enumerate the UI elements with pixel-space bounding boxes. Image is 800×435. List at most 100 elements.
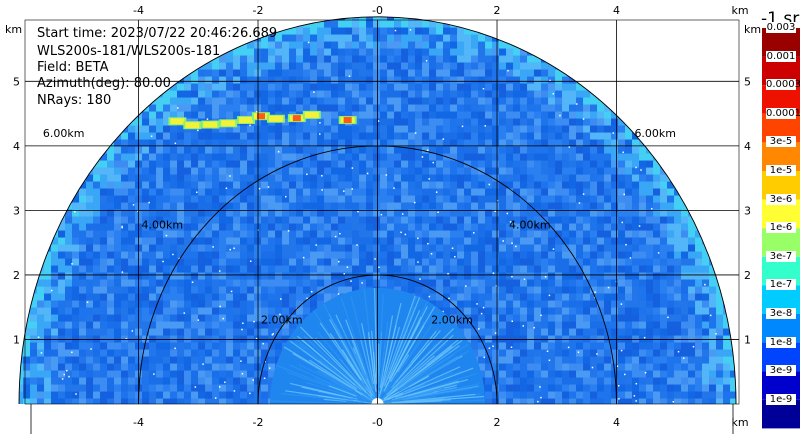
field-cell — [261, 62, 269, 70]
field-cell — [163, 223, 171, 231]
field-cell — [184, 328, 192, 336]
field-cell — [695, 76, 703, 84]
field-cell — [72, 237, 80, 245]
field-cell — [485, 153, 493, 161]
field-cell — [674, 279, 682, 287]
field-cell — [471, 160, 479, 168]
field-cell — [492, 181, 500, 189]
field-cell — [156, 279, 164, 287]
field-cell — [716, 27, 724, 35]
field-cell — [513, 237, 521, 245]
field-cell — [247, 153, 255, 161]
field-cell — [296, 181, 304, 189]
field-cell — [478, 258, 486, 266]
field-cell — [457, 48, 465, 56]
field-cell — [513, 314, 521, 322]
field-cell — [352, 111, 360, 119]
field-cell — [198, 342, 206, 350]
field-cell — [422, 20, 430, 28]
field-cell — [268, 97, 276, 105]
field-cell — [429, 48, 437, 56]
field-cell — [394, 223, 402, 231]
field-cell — [65, 328, 73, 336]
field-cell — [653, 321, 661, 329]
field-cell — [604, 251, 612, 259]
field-cell — [506, 202, 514, 210]
field-cell — [401, 55, 409, 63]
field-cell — [653, 244, 661, 252]
field-cell — [345, 34, 353, 42]
field-cell — [156, 258, 164, 266]
field-cell — [471, 279, 479, 287]
field-cell — [289, 314, 297, 322]
field-cell — [471, 41, 479, 49]
field-cell — [730, 83, 737, 91]
field-cell — [625, 342, 633, 350]
field-cell — [443, 41, 451, 49]
field-cell — [583, 41, 591, 49]
field-cell — [44, 167, 52, 175]
field-cell — [646, 216, 654, 224]
field-cell — [226, 265, 234, 273]
field-cell — [303, 27, 311, 35]
field-cell — [730, 342, 737, 350]
field-cell — [401, 76, 409, 84]
field-cell — [604, 76, 612, 84]
field-cell — [464, 307, 472, 315]
field-cell — [646, 55, 654, 63]
field-cell — [660, 97, 668, 105]
field-cell — [611, 293, 619, 301]
field-cell — [408, 265, 416, 273]
field-cell — [604, 34, 612, 42]
field-cell — [590, 272, 598, 280]
field-cell — [492, 167, 500, 175]
field-cell — [156, 181, 164, 189]
field-cell — [555, 83, 563, 91]
field-cell — [86, 188, 94, 196]
field-cell — [660, 307, 668, 315]
field-cell — [548, 153, 556, 161]
field-cell — [422, 146, 430, 154]
field-cell — [352, 55, 360, 63]
field-cell — [443, 209, 451, 217]
field-cell — [23, 181, 31, 189]
field-cell — [716, 314, 724, 322]
field-cell — [338, 216, 346, 224]
field-cell — [436, 181, 444, 189]
field-cell — [583, 265, 591, 273]
field-cell — [394, 55, 402, 63]
field-cell — [464, 216, 472, 224]
field-cell — [688, 272, 696, 280]
field-cell — [695, 258, 703, 266]
field-cell — [548, 328, 556, 336]
field-cell — [730, 55, 737, 63]
field-cell — [590, 195, 598, 203]
field-cell — [730, 167, 737, 175]
field-cell — [79, 202, 87, 210]
field-cell — [653, 20, 661, 28]
field-cell — [632, 188, 640, 196]
field-cell — [723, 307, 731, 315]
field-cell — [93, 132, 101, 140]
field-cell — [625, 69, 633, 77]
field-cell — [667, 62, 675, 70]
field-cell — [709, 279, 717, 287]
field-cell — [233, 342, 241, 350]
field-cell — [184, 244, 192, 252]
field-cell — [233, 139, 241, 147]
field-cell — [212, 125, 220, 133]
field-cell — [401, 216, 409, 224]
field-cell — [590, 83, 598, 91]
field-cell — [149, 132, 157, 140]
field-cell — [653, 272, 661, 280]
field-cell — [660, 27, 668, 35]
field-cell — [128, 181, 136, 189]
field-cell — [114, 188, 122, 196]
field-cell — [422, 265, 430, 273]
field-cell — [212, 244, 220, 252]
field-cell — [471, 104, 479, 112]
field-cell — [345, 41, 353, 49]
field-cell — [142, 230, 150, 238]
field-cell — [527, 321, 535, 329]
field-cell — [422, 118, 430, 126]
